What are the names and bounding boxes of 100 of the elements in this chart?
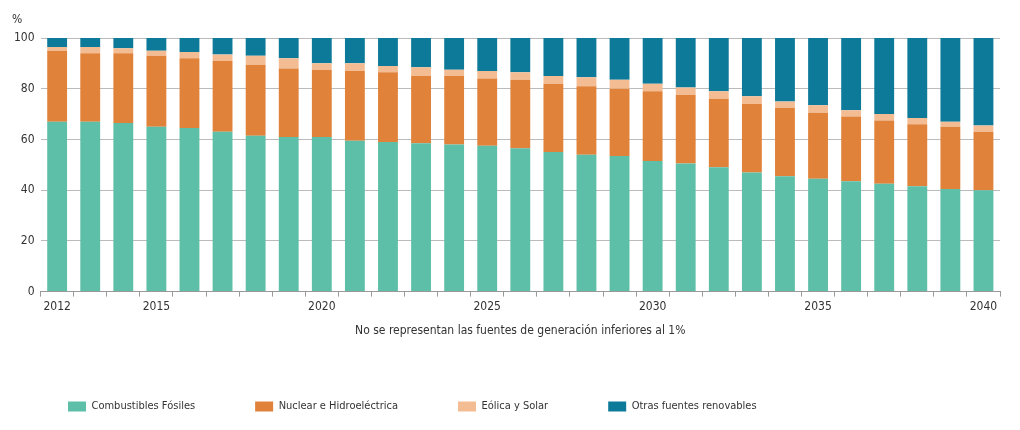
bar: [874, 38, 895, 115]
bar: [311, 69, 332, 137]
bar: [874, 183, 895, 292]
y-tick-label: 80: [20, 80, 35, 95]
bar: [741, 103, 762, 173]
bar: [477, 78, 498, 146]
bar: [841, 116, 862, 182]
bar: [411, 143, 431, 292]
bar: [444, 76, 465, 145]
bar: [411, 67, 431, 77]
bar: [576, 38, 597, 78]
bar: [444, 144, 465, 292]
bar: [311, 136, 332, 292]
bar: [775, 101, 795, 108]
bar: [576, 86, 597, 155]
bar: [741, 38, 762, 97]
bar: [212, 38, 233, 55]
bar: [775, 38, 795, 102]
bar: [510, 38, 531, 73]
bar: [973, 190, 994, 292]
bar: [841, 38, 862, 111]
bar: [874, 120, 895, 184]
bar: [973, 125, 994, 132]
x-tick-label: 2035: [804, 298, 832, 313]
x-tick-label: 2012: [43, 298, 71, 313]
x-tick-label: 2020: [308, 298, 336, 313]
bar: [708, 38, 729, 92]
bar: [146, 38, 167, 51]
bar: [907, 117, 928, 125]
y-tick-label: 60: [20, 131, 35, 146]
bar: [708, 167, 729, 292]
x-tick-label: 2030: [638, 298, 667, 313]
bar: [675, 163, 696, 292]
bar: [675, 87, 696, 96]
bar: [311, 63, 332, 70]
bar: [80, 121, 101, 292]
bar: [940, 126, 961, 189]
bar: [212, 131, 233, 292]
bar: [675, 38, 696, 88]
bar: [609, 155, 630, 292]
bar: [113, 48, 134, 54]
bar: [47, 46, 68, 51]
bar: [510, 72, 531, 80]
bar: [212, 54, 233, 61]
bar: [609, 88, 630, 156]
legend-label: Combustibles Fósiles: [91, 399, 196, 413]
bar: [311, 38, 332, 64]
x-tick-label: 2015: [142, 298, 171, 313]
bar: [146, 55, 167, 127]
bar: [808, 38, 828, 106]
bar: [80, 46, 101, 54]
bar: [80, 53, 101, 122]
bar: [477, 38, 498, 71]
bar: [775, 176, 795, 292]
bar: [245, 135, 266, 292]
bar: [245, 55, 266, 65]
bar: [841, 110, 862, 117]
bar: [179, 128, 200, 292]
y-tick-label: 40: [20, 182, 35, 197]
bar: [576, 77, 597, 87]
bar: [113, 53, 134, 123]
bar: [80, 38, 101, 47]
bar: [808, 105, 828, 113]
bar: [741, 172, 762, 292]
bar: [444, 69, 465, 77]
bar: [543, 38, 564, 77]
bar: [708, 91, 729, 99]
bar: [510, 79, 531, 149]
bar: [47, 38, 68, 47]
bar: [411, 38, 431, 68]
bar: [378, 38, 398, 66]
bar: [378, 65, 398, 73]
bar: [907, 38, 928, 118]
bar: [344, 63, 365, 71]
bar: [808, 178, 828, 292]
bar: [973, 38, 994, 126]
bar: [741, 96, 762, 104]
bar: [510, 148, 531, 292]
bar: [808, 112, 828, 179]
y-tick-label: 0: [27, 283, 35, 298]
bar: [378, 141, 398, 292]
bar: [378, 72, 398, 142]
bar: [179, 58, 200, 129]
bar: [841, 181, 862, 292]
bar: [940, 121, 961, 127]
bar: [47, 121, 68, 292]
bar: [47, 50, 68, 122]
legend-label: Otras fuentes renovables: [631, 399, 757, 413]
bar: [278, 38, 299, 59]
bar: [907, 124, 928, 187]
bar: [444, 38, 465, 70]
bar: [642, 38, 663, 84]
x-tick-label: 2040: [969, 298, 998, 313]
bar: [278, 136, 299, 292]
bar: [245, 38, 266, 56]
bar: [642, 161, 663, 292]
bar: [212, 60, 233, 132]
bar: [940, 188, 961, 292]
bar: [344, 140, 365, 292]
bar: [113, 122, 134, 292]
